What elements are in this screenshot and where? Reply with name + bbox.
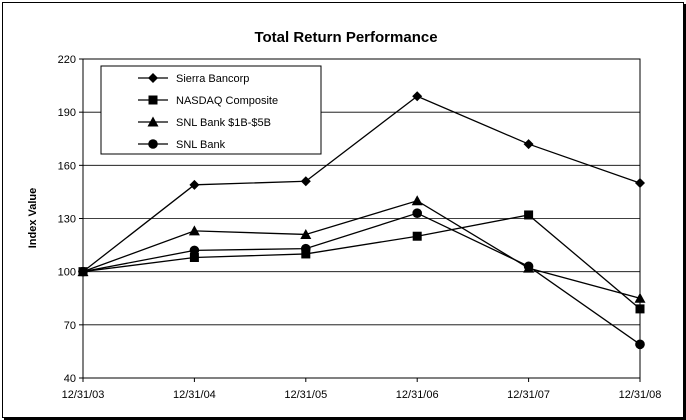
- y-tick-label: 160: [58, 160, 76, 172]
- series-layer: [77, 91, 646, 350]
- legend-label: NASDAQ Composite: [176, 95, 278, 107]
- data-point: [412, 91, 423, 102]
- y-tick-label: 40: [64, 373, 76, 385]
- legend-box: [100, 65, 322, 155]
- legend-item-snl-bank: SNL Bank: [138, 139, 226, 151]
- y-tick-label: 220: [58, 54, 76, 66]
- y-tick-label: 190: [58, 107, 76, 119]
- axes: 40 70 100 130 160 190 220 12/31/03 12/31/04 12/31…: [58, 54, 662, 401]
- data-point: [78, 266, 88, 277]
- legend-marker: [148, 139, 158, 149]
- legend: Sierra Bancorp NASDAQ Composite SNL Bank $…: [100, 65, 322, 155]
- series-snl-bank: [78, 208, 645, 350]
- legend-item-sierra-bancorp: Sierra Bancorp: [138, 73, 249, 85]
- data-point: [635, 178, 645, 189]
- y-tick-label: 100: [58, 267, 76, 279]
- legend-item-nasdaq-composite: NASDAQ Composite: [138, 95, 278, 107]
- x-tick-label: 12/31/06: [396, 389, 439, 401]
- legend-marker: [147, 116, 159, 127]
- y-tick-label: 70: [64, 320, 76, 332]
- series-line: [82, 200, 641, 299]
- x-tick-label: 12/31/03: [62, 389, 105, 401]
- x-tick-label: 12/31/04: [173, 389, 216, 401]
- series-snl-bank-1b-5b: [77, 195, 646, 303]
- legend-marker: [148, 73, 158, 83]
- legend-label: SNL Bank $1B-$5B: [176, 117, 271, 129]
- legend-label: SNL Bank: [176, 139, 226, 151]
- data-point: [635, 304, 645, 314]
- y-axis-label: Index Value: [27, 188, 39, 249]
- data-point: [635, 339, 645, 350]
- data-point: [523, 261, 534, 272]
- legend-item-snl-bank-1b-5b: SNL Bank $1B-$5B: [138, 116, 271, 129]
- legend-label: Sierra Bancorp: [176, 73, 249, 85]
- data-point: [189, 245, 200, 256]
- series-nasdaq-composite: [78, 210, 645, 314]
- x-tick-label: 12/31/05: [284, 389, 327, 401]
- legend-marker: [148, 95, 158, 105]
- data-point: [189, 179, 200, 190]
- data-point: [412, 208, 423, 218]
- data-point: [300, 228, 312, 239]
- data-point: [188, 225, 200, 236]
- x-tick-label: 12/31/07: [507, 389, 550, 401]
- data-point: [412, 231, 422, 241]
- data-point: [524, 210, 534, 220]
- series-line: [82, 95, 641, 273]
- data-point: [300, 176, 311, 187]
- data-point: [301, 243, 311, 254]
- data-point: [189, 252, 199, 262]
- data-point: [634, 292, 646, 303]
- data-point: [523, 139, 534, 150]
- y-tick-label: 130: [58, 214, 76, 226]
- data-point: [411, 195, 423, 206]
- series-line: [82, 212, 641, 345]
- data-point: [301, 249, 311, 259]
- series-line: [82, 214, 641, 310]
- chart-title: Total Return Performance: [254, 29, 437, 46]
- x-tick-label: 12/31/08: [619, 389, 662, 401]
